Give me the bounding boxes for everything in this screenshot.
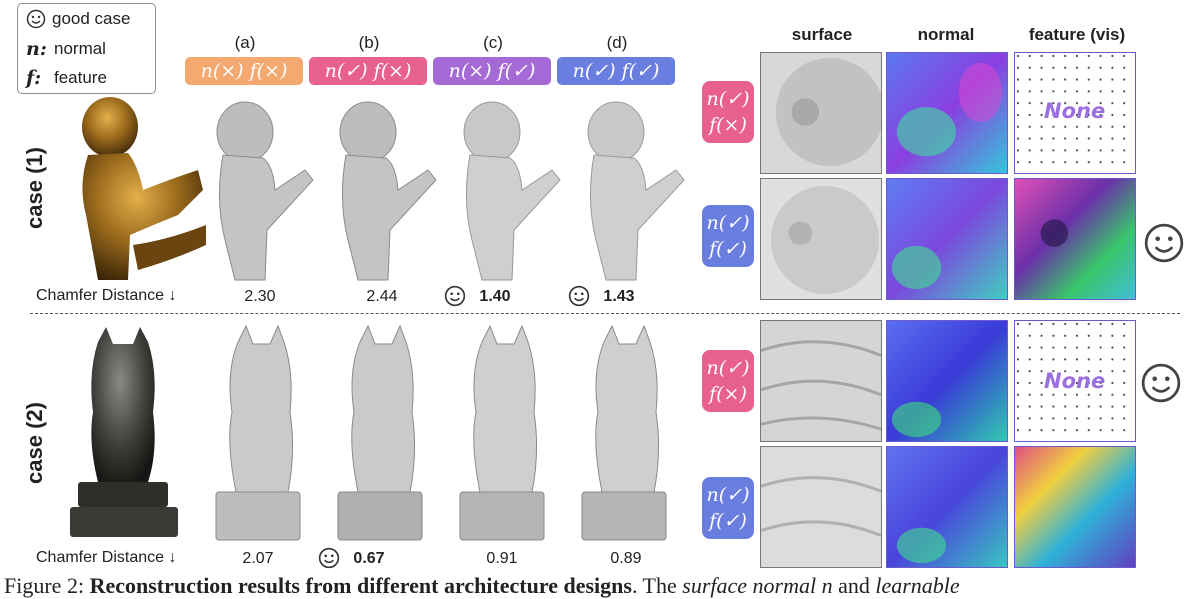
case-2-label: case (2) [22, 402, 47, 484]
caption-italic-1: surface normal n [682, 573, 833, 598]
tile-r3-none-text: None [1044, 369, 1106, 393]
case-1-value-c: 1.40 [479, 288, 511, 305]
header-normal: normal [917, 25, 975, 44]
caption-bold: Reconstruction results from different ar… [89, 573, 632, 598]
row-pill-2-n: n(✓) [706, 212, 750, 234]
tile-r1-none-text: None [1044, 99, 1106, 123]
case-1-metric-label: Chamfer Distance ↓ [36, 287, 177, 304]
case-1-smiley-c-icon [444, 285, 466, 307]
case-2-mesh-c [459, 324, 545, 541]
column-pill-b: n(✓) f(×) [309, 57, 427, 85]
case-2-value-d: 0.89 [610, 550, 642, 567]
tile-r4-normal [886, 446, 1008, 568]
column-letter-d: (d) [606, 33, 628, 52]
row-pill-1: n(✓) f(×) [702, 81, 754, 143]
tile-r1-normal [886, 52, 1008, 174]
caption-and: and [832, 573, 876, 598]
tile-r4-surface [760, 446, 882, 568]
tile-r2-surface [760, 178, 882, 300]
tile-r3-feature [1014, 320, 1136, 442]
tile-r1-surface [760, 52, 882, 174]
column-pill-c: n(×) f(✓) [433, 57, 551, 85]
case-1-mesh-b [339, 101, 437, 281]
tile-r3-surface [760, 320, 882, 442]
row-pill-2-f: f(✓) [709, 238, 747, 260]
legend-n-label: normal [54, 39, 106, 58]
case-1-photo [82, 97, 206, 280]
row-pill-3: n(✓) f(×) [702, 350, 754, 412]
figure-caption: Figure 2: Reconstruction results from di… [4, 573, 960, 599]
row-pill-1-f: f(×) [709, 114, 747, 136]
header-feature-vis: feature (vis) [1028, 25, 1126, 44]
case-2-value-c: 0.91 [486, 550, 518, 567]
row-pill-3-n: n(✓) [706, 357, 750, 379]
case-2-mesh-d [581, 324, 667, 541]
case-1-mesh-c [463, 101, 561, 281]
column-pill-d: n(✓) f(✓) [557, 57, 675, 85]
case-1-smiley-d-icon [568, 285, 590, 307]
caption-italic-2: learnable [875, 573, 960, 598]
case-1-mesh-d [587, 101, 685, 281]
row-2-smiley-icon [1144, 223, 1184, 263]
case-2-value-b: 0.67 [353, 550, 385, 567]
case-1-label: case (1) [22, 147, 47, 229]
legend-f-label: feature [54, 68, 107, 87]
tile-r2-feature [1014, 178, 1136, 300]
legend-box: good case n: normal f: feature [17, 3, 156, 94]
tile-r4-feature [1014, 446, 1136, 568]
tile-r3-normal [886, 320, 1008, 442]
row-pill-4: n(✓) f(✓) [702, 477, 754, 539]
legend-row-normal: n: normal [26, 38, 106, 60]
case-2-smiley-b-icon [318, 547, 340, 569]
case-2-photo [70, 327, 178, 537]
legend-row-feature: f: feature [26, 67, 107, 89]
row-pill-3-f: f(×) [709, 383, 747, 405]
case-1-value-d: 1.43 [603, 288, 635, 305]
case-2-mesh-b [337, 324, 423, 541]
column-pill-a: n(×) f(×) [185, 57, 303, 85]
case-1-value-b: 2.44 [366, 288, 398, 305]
case-divider [30, 313, 1180, 314]
legend-row-good-case: good case [26, 9, 130, 29]
tile-r1-feature [1014, 52, 1136, 174]
case-2-mesh-a [215, 324, 301, 541]
row-pill-1-n: n(✓) [706, 88, 750, 110]
caption-rest: . The [631, 573, 683, 598]
legend-f-symbol: f: [26, 67, 42, 89]
row-pill-4-n: n(✓) [706, 484, 750, 506]
column-letter-b: (b) [358, 33, 380, 52]
column-letter-a: (a) [234, 33, 256, 52]
case-1-value-a: 2.30 [244, 288, 276, 305]
row-3-smiley-icon [1141, 363, 1181, 403]
column-letter-c: (c) [483, 33, 503, 52]
header-surface: surface [791, 25, 853, 44]
row-pill-2: n(✓) f(✓) [702, 205, 754, 267]
case-2-metric-label: Chamfer Distance ↓ [36, 549, 177, 566]
legend-n-symbol: n: [26, 38, 47, 60]
row-pill-4-f: f(✓) [709, 510, 747, 532]
tile-r2-normal [886, 178, 1008, 300]
caption-prefix: Figure 2: [4, 573, 90, 598]
case-1-mesh-a [216, 101, 314, 281]
legend-good-case-label: good case [52, 9, 131, 28]
smiley-icon [26, 9, 46, 29]
case-2-value-a: 2.07 [242, 550, 274, 567]
